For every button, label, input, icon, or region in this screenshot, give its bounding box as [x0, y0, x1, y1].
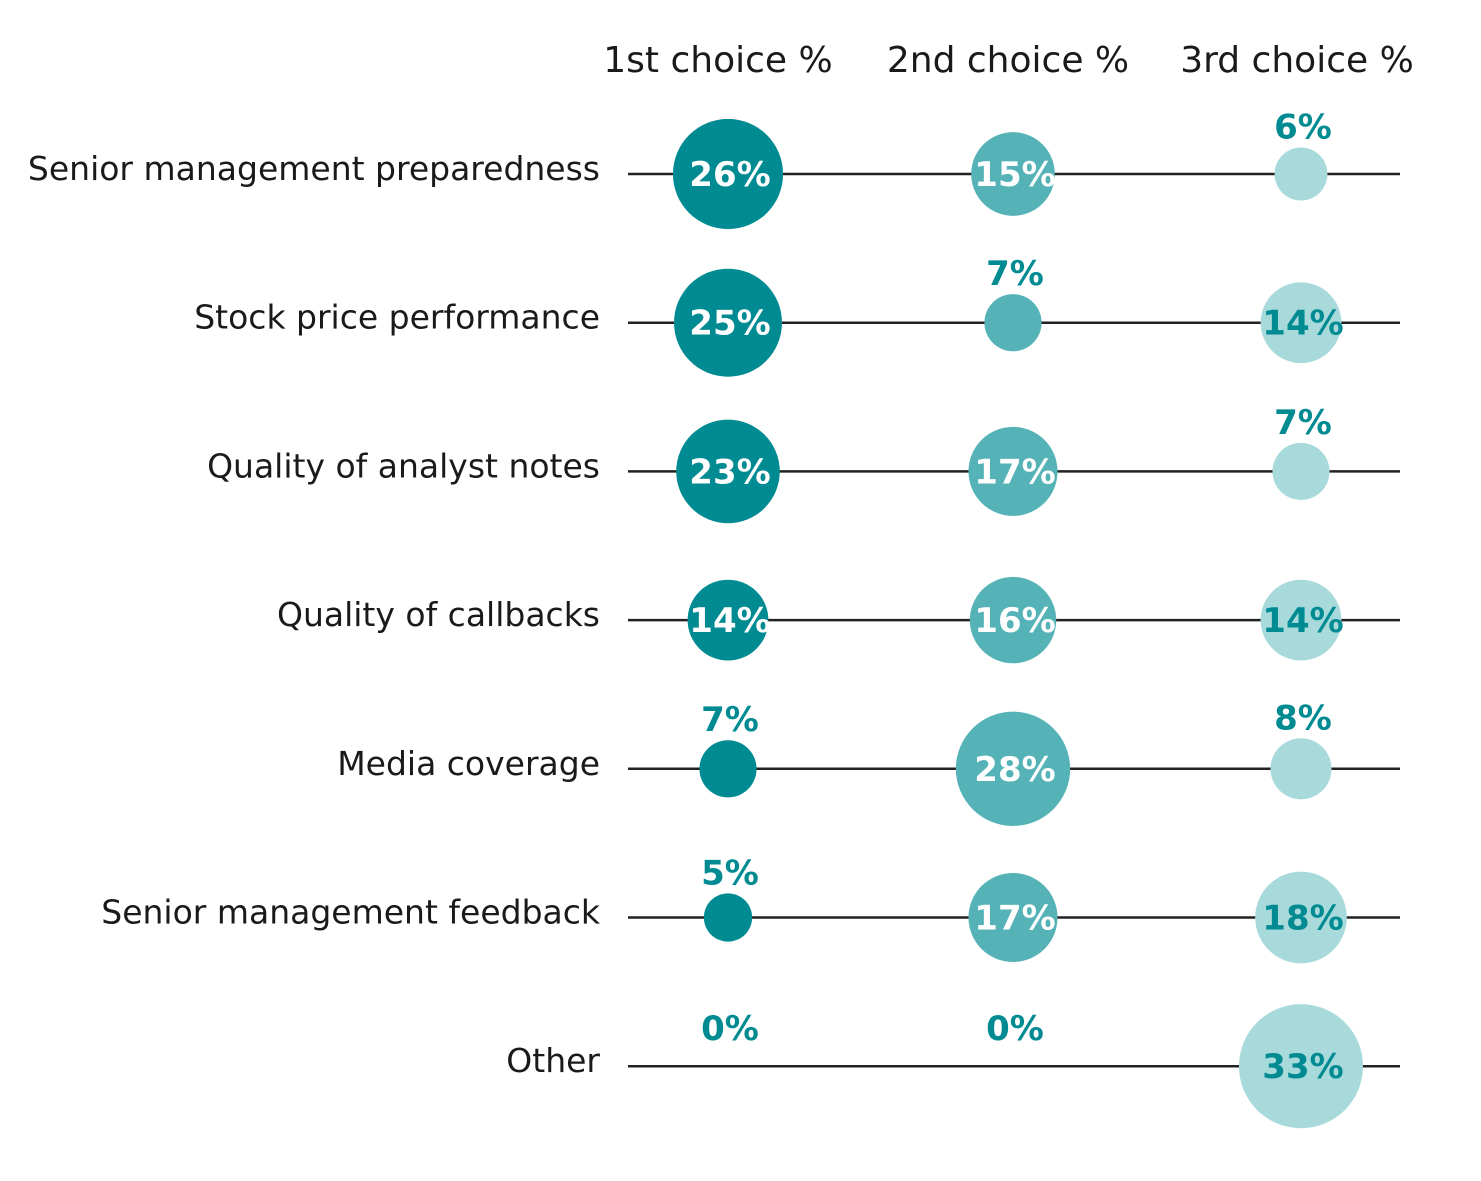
- bubble: [1272, 442, 1330, 500]
- value-label: 7%: [701, 700, 759, 740]
- column-header-3rd: 3rd choice %: [1180, 40, 1414, 81]
- value-label: 16%: [974, 601, 1055, 641]
- bubble: [687, 579, 769, 661]
- value-label: 8%: [1274, 698, 1332, 738]
- chart-row: Other 0% 0% 33%: [506, 1004, 1400, 1129]
- bubble: [676, 419, 780, 524]
- chart-row: Stock price performance 25% 7% 14%: [194, 254, 1400, 377]
- value-label: 23%: [689, 452, 770, 492]
- value-label: 25%: [689, 304, 770, 344]
- row-label: Other: [506, 1041, 600, 1080]
- bubble: [1260, 579, 1342, 661]
- value-label: 14%: [1262, 304, 1343, 344]
- chart-row: Media coverage 7% 28% 8%: [337, 698, 1400, 826]
- value-label: 6%: [1274, 108, 1332, 148]
- value-label: 26%: [689, 155, 770, 195]
- value-label: 18%: [1262, 899, 1343, 939]
- row-label: Quality of callbacks: [277, 595, 600, 634]
- value-label: 5%: [701, 853, 759, 893]
- bubble: [968, 872, 1058, 963]
- bubble: [674, 268, 782, 377]
- value-label: 17%: [974, 452, 1055, 492]
- bubble: [1270, 738, 1332, 800]
- chart-row: Senior management feedback 5% 17% 18%: [101, 853, 1400, 964]
- row-label: Quality of analyst notes: [207, 446, 600, 485]
- value-label: 0%: [986, 1009, 1044, 1049]
- bubble: [1260, 282, 1342, 364]
- column-headers: 1st choice % 2nd choice % 3rd choice %: [603, 40, 1414, 81]
- row-label: Media coverage: [337, 744, 600, 783]
- chart-row: Senior management preparedness 26% 15% 6%: [28, 108, 1400, 230]
- value-label: 17%: [974, 899, 1055, 939]
- value-label: 33%: [1262, 1047, 1343, 1087]
- value-label: 0%: [701, 1009, 759, 1049]
- value-label: 7%: [986, 254, 1044, 294]
- value-label: 14%: [689, 601, 770, 641]
- chart-row: Quality of analyst notes 23% 17% 7%: [207, 403, 1400, 524]
- bubble: [672, 118, 784, 230]
- value-label: 14%: [1262, 601, 1343, 641]
- bubble: [1274, 147, 1328, 201]
- value-label: 28%: [974, 750, 1055, 790]
- bubble: [968, 426, 1058, 516]
- bubble: [971, 132, 1055, 216]
- row-label: Stock price performance: [194, 298, 600, 337]
- column-header-1st: 1st choice %: [603, 40, 832, 81]
- bubble: [969, 576, 1057, 664]
- bubble: [699, 740, 757, 798]
- value-label: 7%: [1274, 403, 1332, 443]
- chart-rows: Senior management preparedness 26% 15% 6% St…: [28, 108, 1400, 1129]
- row-label: Senior management preparedness: [28, 149, 600, 188]
- row-label: Senior management feedback: [101, 893, 601, 932]
- bubble: [984, 294, 1042, 352]
- column-header-2nd: 2nd choice %: [887, 40, 1129, 81]
- bubble: [1238, 1004, 1364, 1129]
- bubble: [1255, 871, 1347, 964]
- bubble: [955, 711, 1071, 826]
- value-label: 15%: [974, 155, 1055, 195]
- chart-row: Quality of callbacks 14% 16% 14%: [277, 576, 1400, 664]
- bubble: [703, 893, 753, 942]
